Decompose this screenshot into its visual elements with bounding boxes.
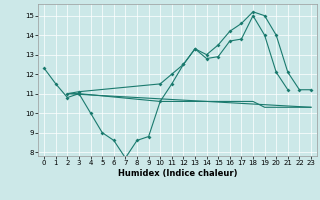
X-axis label: Humidex (Indice chaleur): Humidex (Indice chaleur): [118, 169, 237, 178]
